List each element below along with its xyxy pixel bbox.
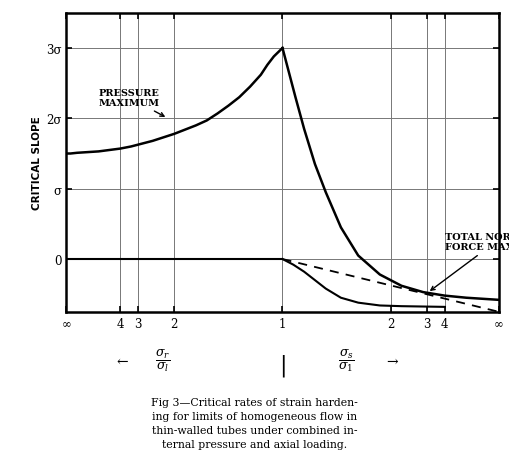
Text: PRESSURE
MAXIMUM: PRESSURE MAXIMUM [98, 88, 164, 117]
Text: $\dfrac{\sigma_s}{\sigma_1}$: $\dfrac{\sigma_s}{\sigma_1}$ [338, 347, 354, 373]
Text: Fig 3—Critical rates of strain harden-
ing for limits of homogeneous flow in
thi: Fig 3—Critical rates of strain harden- i… [151, 397, 358, 449]
Text: $\rightarrow$: $\rightarrow$ [384, 353, 400, 367]
Text: TOTAL NORMAL
FORCE MAXIMUM: TOTAL NORMAL FORCE MAXIMUM [431, 232, 509, 291]
Text: $\dfrac{\sigma_r}{\sigma_l}$: $\dfrac{\sigma_r}{\sigma_l}$ [155, 347, 171, 373]
Text: $\leftarrow$: $\leftarrow$ [115, 353, 130, 367]
Text: |: | [279, 354, 286, 376]
Y-axis label: CRITICAL SLOPE: CRITICAL SLOPE [32, 116, 42, 210]
